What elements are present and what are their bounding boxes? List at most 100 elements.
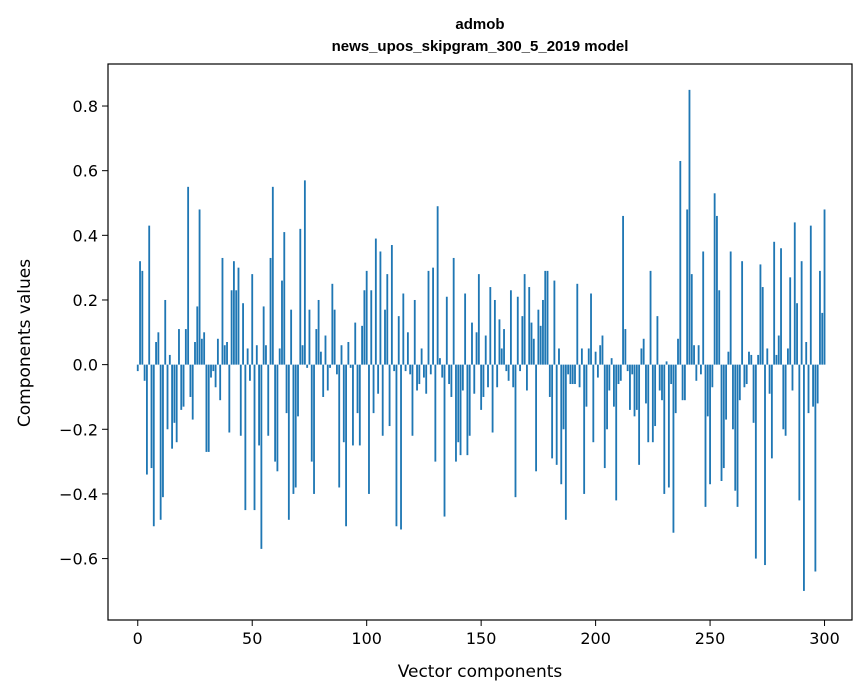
bar [487, 364, 489, 388]
bar [331, 283, 334, 365]
bar [251, 274, 254, 365]
bar [400, 364, 402, 530]
bar [622, 215, 624, 365]
bar [528, 287, 531, 365]
bar [583, 364, 586, 494]
bar [139, 261, 141, 365]
bar [823, 209, 826, 365]
bar [732, 364, 734, 430]
bar [784, 364, 787, 436]
bar [297, 364, 299, 417]
bar [814, 364, 817, 572]
bar [143, 364, 146, 381]
bar [809, 225, 812, 365]
bar [381, 364, 384, 436]
bar [393, 364, 396, 372]
bar [574, 364, 576, 385]
bar [155, 342, 157, 365]
bar [340, 345, 343, 365]
bar [249, 364, 251, 381]
bar [551, 364, 554, 459]
bar [786, 348, 789, 365]
bar [310, 364, 313, 462]
bar [493, 299, 496, 365]
bar [727, 351, 730, 365]
bar [709, 364, 711, 485]
bar [780, 248, 782, 365]
bar [651, 364, 654, 443]
bar [603, 364, 606, 469]
bar [196, 306, 199, 365]
bar [766, 348, 769, 365]
bar [754, 364, 757, 559]
bar [509, 290, 512, 365]
bar [409, 364, 412, 375]
y-axis-label: Components values [15, 259, 35, 427]
bar [267, 364, 270, 436]
bar [157, 332, 160, 365]
bar [670, 364, 673, 385]
bar [475, 332, 478, 365]
bar [690, 274, 693, 365]
bar [432, 267, 434, 365]
bar [324, 335, 327, 365]
bar [287, 364, 290, 520]
bar [203, 332, 206, 365]
bar [395, 364, 398, 527]
bar [523, 274, 526, 365]
bar [807, 364, 810, 414]
bar [590, 293, 592, 365]
bar [223, 345, 226, 365]
bar [716, 215, 718, 365]
bar [619, 364, 622, 381]
bar [377, 364, 380, 394]
y-tick-label: 0.4 [73, 226, 98, 245]
bar [418, 364, 421, 385]
bar [175, 364, 178, 443]
bar [599, 345, 602, 365]
bar [388, 364, 391, 427]
bar [283, 232, 286, 365]
bar [461, 364, 464, 391]
bar [184, 329, 187, 365]
x-tick-label: 50 [242, 629, 262, 648]
bar [812, 364, 814, 407]
bar [441, 364, 444, 378]
bar [645, 364, 647, 404]
bar [226, 342, 228, 365]
bar [665, 361, 668, 365]
bar [420, 348, 423, 365]
bar [521, 316, 524, 365]
bar [791, 364, 794, 391]
bar [473, 364, 476, 394]
bar [800, 261, 803, 365]
bar [299, 228, 302, 365]
bar [558, 348, 560, 365]
bar [171, 364, 174, 449]
bar [773, 241, 776, 365]
bar [322, 364, 325, 397]
bar [770, 364, 773, 459]
bar [821, 312, 824, 365]
bar [635, 364, 638, 410]
bar [759, 264, 762, 365]
bar [244, 364, 247, 511]
bar [269, 257, 272, 365]
bar [439, 358, 441, 365]
bar [654, 364, 657, 427]
bar [413, 299, 416, 365]
bar [592, 364, 595, 443]
bar [221, 257, 224, 365]
bar [805, 342, 808, 365]
x-tick-label: 0 [133, 629, 143, 648]
bar [498, 319, 501, 365]
bar [292, 364, 295, 494]
bar [452, 257, 455, 365]
bar [198, 209, 201, 365]
bar [466, 364, 469, 456]
bar [404, 364, 407, 372]
bar [535, 364, 537, 472]
bar [683, 364, 686, 401]
bar [750, 354, 753, 365]
bar [242, 303, 244, 365]
